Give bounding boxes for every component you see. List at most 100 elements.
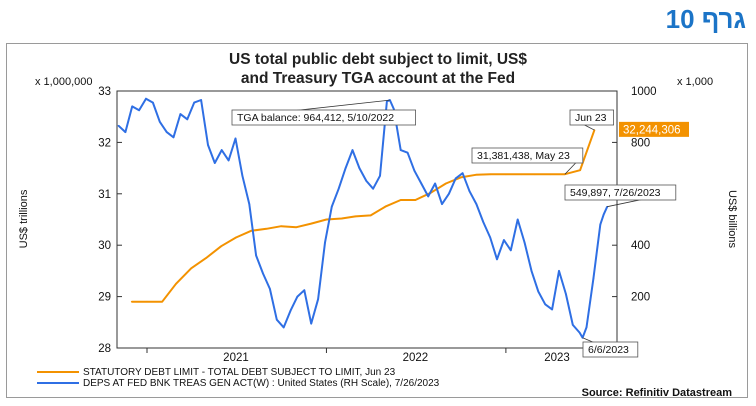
page-label: גרף 10 (665, 4, 746, 34)
chart-title-line1: US total public debt subject to limit, U… (229, 51, 527, 68)
tga-point (468, 190, 471, 192)
debt-point (250, 230, 252, 232)
tga-point (461, 172, 464, 174)
tga-point (551, 308, 553, 311)
right-axis-label: US$ billions (726, 190, 738, 249)
tga-point (124, 131, 127, 133)
tga-point (358, 167, 361, 169)
tga-point (172, 136, 175, 139)
tga-point (516, 218, 519, 221)
chart-title-line2: and Treasury TGA account at the Fed (241, 70, 515, 87)
debt-point (369, 214, 372, 217)
left-tick-label: 29 (98, 292, 111, 304)
debt-point (475, 174, 477, 176)
tga-point (592, 277, 595, 280)
left-axis-multiplier: x 1,000,000 (35, 76, 93, 88)
tga-point (296, 295, 299, 298)
tga-point (207, 144, 209, 146)
series-line-debt-limit (131, 129, 596, 303)
tga-point (413, 169, 416, 172)
annotation-text: 6/6/2023 (588, 344, 629, 356)
debt-point (340, 217, 343, 220)
right-axis-multiplier: x 1,000 (677, 76, 713, 88)
debt-point (161, 300, 163, 303)
tga-point (489, 236, 492, 239)
tga-point (365, 180, 368, 182)
tga-point (379, 175, 381, 177)
tga-point (503, 239, 505, 241)
tga-point (159, 121, 161, 123)
annotation-box (569, 109, 614, 126)
right-tick-label: 400 (631, 240, 650, 252)
tga-point (372, 187, 374, 190)
chart-source: Source: Refinitiv Datastream (582, 387, 733, 399)
debt-point (384, 205, 387, 208)
tga-point (269, 288, 271, 290)
debt-point (445, 182, 447, 185)
annotation-box (582, 341, 639, 358)
tga-point (427, 195, 430, 198)
tga-point (303, 289, 306, 291)
tga-point (393, 108, 395, 110)
annotation-box (564, 184, 677, 201)
legend-label-tga: DEPS AT FED BNK TREAS GEN ACT(W) : Unite… (83, 378, 440, 389)
tga-point (434, 182, 436, 185)
tga-point (145, 97, 147, 100)
tga-point (310, 322, 313, 325)
tga-point (324, 241, 326, 244)
debt-point (489, 173, 492, 176)
debt-point (310, 222, 313, 225)
x-tick-label: 2023 (544, 352, 570, 364)
tga-point (544, 303, 546, 306)
left-tick-label: 32 (98, 137, 111, 149)
debt-point (534, 173, 536, 176)
right-tick-label: 1000 (631, 86, 657, 98)
debt-point (295, 226, 298, 228)
debt-point (549, 173, 551, 176)
left-tick-label: 30 (98, 240, 111, 252)
tga-point (399, 149, 402, 151)
plot-area (116, 90, 618, 349)
debt-point (505, 173, 507, 176)
debt-point (325, 218, 328, 221)
x-tick-label: 2022 (403, 352, 429, 364)
tga-point (602, 213, 605, 216)
debt-point (190, 267, 192, 270)
annotation-box (471, 147, 584, 164)
left-tick-label: 33 (98, 86, 111, 98)
tga-point (565, 293, 567, 295)
last-value-badge-text: 32,244,306 (623, 124, 681, 136)
tga-point (454, 177, 457, 180)
tga-point (214, 162, 216, 164)
tga-point (227, 159, 230, 162)
tga-point (248, 203, 251, 205)
chart-svg: US total public debt subject to limit, U… (18, 51, 738, 399)
debt-point (414, 199, 417, 201)
tga-point (420, 182, 423, 185)
annotation-text: TGA balance: 964,412, 5/10/2022 (237, 112, 394, 124)
debt-point (280, 225, 283, 227)
tga-point (351, 149, 354, 151)
series-line-tga (117, 97, 609, 339)
legend-layer: STATUTORY DEBT LIMIT - TOTAL DEBT SUBJEC… (37, 367, 440, 389)
tga-point (578, 331, 581, 334)
left-axis-label: US$ trillions (18, 189, 30, 248)
tga-point (165, 131, 168, 133)
tga-point (558, 270, 560, 272)
tga-point (276, 318, 278, 321)
debt-point (459, 176, 462, 179)
debt-point (399, 199, 402, 201)
tga-point (441, 203, 443, 205)
last-value-badge (619, 121, 689, 137)
left-tick-label: 28 (98, 343, 111, 355)
debt-point (265, 228, 268, 230)
debt-point (235, 236, 237, 239)
tga-point (317, 298, 319, 300)
annotation-text: 31,381,438, May 23 (477, 150, 570, 162)
tga-point (344, 167, 347, 169)
chart-frame: US total public debt subject to limit, U… (6, 43, 748, 399)
annotation-box (231, 109, 417, 126)
debt-point (579, 169, 581, 171)
tga-point (241, 175, 244, 177)
tga-point (220, 149, 223, 151)
